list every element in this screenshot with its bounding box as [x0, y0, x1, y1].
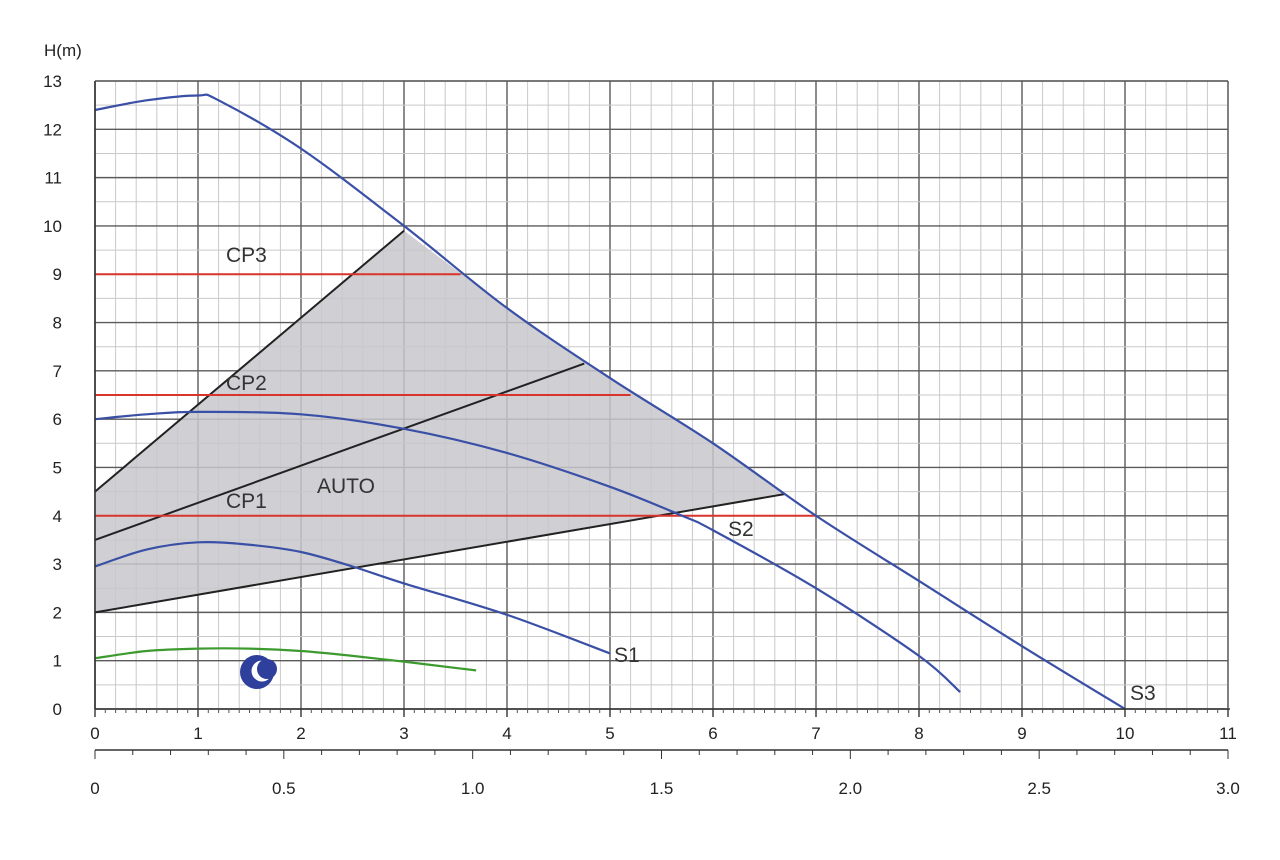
y-tick-label: 0: [53, 700, 62, 719]
y-tick-label: 5: [53, 458, 62, 477]
x-tick-label: 10: [1116, 724, 1135, 743]
secondary-x-tick-label: 3.0: [1216, 779, 1240, 798]
s3-curve: [94, 93, 1126, 710]
x-tick-label: 2: [296, 724, 305, 743]
y-axis-label: H(m): [44, 41, 82, 60]
y-tick-label: 9: [53, 265, 62, 284]
y-tick-label: 12: [43, 120, 62, 139]
secondary-x-tick-label: 0: [90, 779, 99, 798]
cp2-label: CP2: [226, 372, 267, 395]
y-tick-label: 4: [53, 507, 62, 526]
x-tick-label: 5: [605, 724, 614, 743]
secondary-x-tick-label: 0.5: [272, 779, 296, 798]
secondary-x-tick-label: 1.5: [650, 779, 674, 798]
y-tick-label: 3: [53, 555, 62, 574]
s1-label: S1: [614, 644, 640, 667]
auto-label: AUTO: [317, 475, 375, 498]
y-tick-label: 6: [53, 410, 62, 429]
s3-label: S3: [1130, 682, 1156, 705]
x-tick-label: 9: [1017, 724, 1026, 743]
x-tick-label: 1: [193, 724, 202, 743]
x-tick-label: 7: [811, 724, 820, 743]
s2-label: S2: [728, 518, 754, 541]
y-tick-label: 2: [53, 603, 62, 622]
y-tick-label: 13: [43, 72, 62, 91]
secondary-x-tick-label: 2.5: [1027, 779, 1051, 798]
secondary-x-tick-label: 1.0: [461, 779, 485, 798]
secondary-x-tick-label: 2.0: [839, 779, 863, 798]
y-tick-label: 1: [53, 652, 62, 671]
x-tick-label: 3: [399, 724, 408, 743]
y-tick-label: 10: [43, 217, 62, 236]
night-mode-curve: [94, 647, 477, 672]
x-tick-label: 8: [914, 724, 923, 743]
y-tick-label: 7: [53, 362, 62, 381]
s1-curve: [94, 541, 611, 655]
x-tick-label: 11: [1219, 724, 1237, 743]
x-tick-label: 4: [502, 724, 511, 743]
proportional-pressure-line: [94, 362, 585, 541]
x-tick-label: 0: [90, 724, 99, 743]
y-tick-label: 8: [53, 314, 62, 333]
moon-icon: [240, 655, 277, 689]
auto-region: [95, 230, 786, 613]
y-tick-label: 11: [44, 169, 62, 188]
proportional-pressure-line: [94, 493, 786, 614]
constant-pressure-lines: [95, 273, 816, 517]
s2-curve: [94, 410, 961, 693]
pump-curves: [94, 93, 1126, 710]
x-tick-label: 6: [708, 724, 717, 743]
cp1-label: CP1: [226, 490, 267, 513]
cp3-label: CP3: [226, 244, 267, 267]
